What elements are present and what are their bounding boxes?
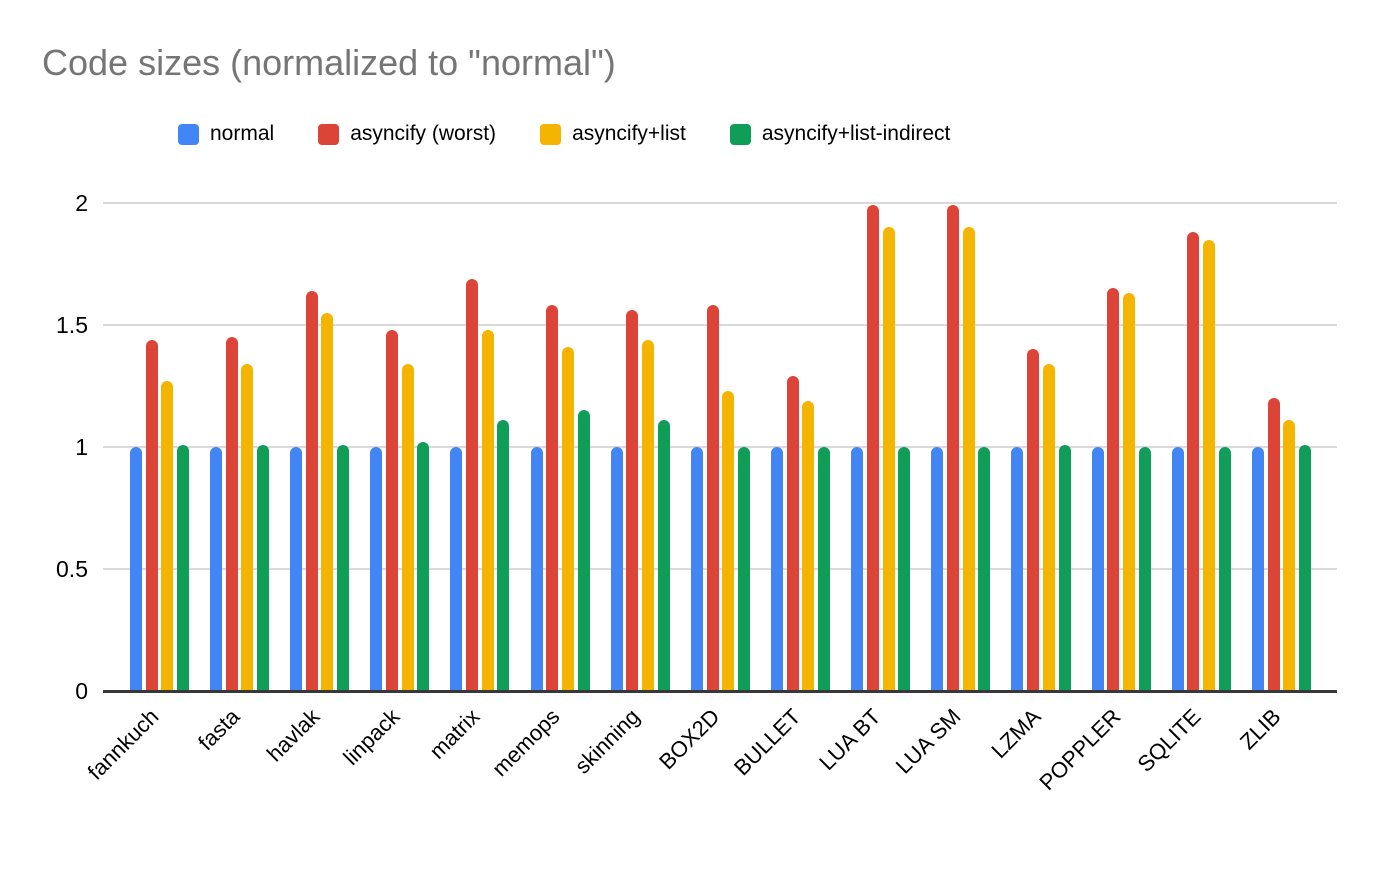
bar-normal-linpack <box>370 447 383 691</box>
bar-asyncify-list-indirect-lua-sm <box>978 447 991 691</box>
legend-label: asyncify+list-indirect <box>761 122 951 145</box>
legend-color-swatch <box>318 123 340 145</box>
bar-normal-memops <box>530 447 543 691</box>
bar-normal-box2d <box>690 447 703 691</box>
bar-asyncify-worst--memops <box>546 305 559 691</box>
bar-normal-poppler <box>1091 447 1104 691</box>
bar-asyncify-list-zlib <box>1283 420 1296 691</box>
bar-asyncify-list-memops <box>561 346 574 691</box>
x-axis-line <box>103 690 1337 693</box>
bar-asyncify-worst--linpack <box>385 329 398 691</box>
legend-color-swatch <box>729 123 751 145</box>
legend-label: asyncify (worst) <box>350 122 497 145</box>
bar-asyncify-worst--havlak <box>305 290 318 691</box>
bar-asyncify-list-skinning <box>642 339 655 691</box>
plot-area: 0 0.5 1 1.5 2 fannkuch fasta havlak linpack matri… <box>56 190 1337 795</box>
bar-asyncify-list-sqlite <box>1203 239 1216 691</box>
bar-asyncify-list-fannkuch <box>161 381 174 691</box>
bar-asyncify-list-poppler <box>1122 293 1135 691</box>
gridline-1.5 <box>103 324 1337 326</box>
bar-asyncify-worst--bullet <box>786 376 799 691</box>
bar-normal-zlib <box>1251 447 1264 691</box>
bar-normal-sqlite <box>1171 447 1184 691</box>
bar-asyncify-list-matrix <box>481 329 494 691</box>
bar-asyncify-list-lua-bt <box>882 227 895 691</box>
bar-asyncify-list-indirect-memops <box>577 410 590 691</box>
bar-asyncify-worst--fannkuch <box>145 339 158 691</box>
y-axis-tick-label: 0 <box>75 678 88 704</box>
bar-normal-fasta <box>209 447 222 691</box>
chart-title: Code sizes (normalized to "normal") <box>42 42 616 83</box>
legend-item-asyncify-worst-: asyncify (worst) <box>318 122 496 146</box>
bar-asyncify-worst--matrix <box>466 278 479 691</box>
bar-asyncify-list-indirect-bullet <box>818 447 831 691</box>
gridline-0.5 <box>103 568 1337 570</box>
bar-asyncify-list-bullet <box>802 400 815 691</box>
bar-asyncify-worst--sqlite <box>1187 232 1200 691</box>
legend-item-normal: normal <box>178 122 274 146</box>
bar-asyncify-list-indirect-skinning <box>657 420 670 691</box>
bar-asyncify-list-indirect-fasta <box>257 444 269 691</box>
gridline-1 <box>103 446 1337 448</box>
bar-asyncify-list-indirect-linpack <box>417 442 430 691</box>
bar-asyncify-list-indirect-fannkuch <box>176 444 189 691</box>
bar-asyncify-list-indirect-lua-bt <box>898 447 911 691</box>
bar-asyncify-list-lzma <box>1042 364 1055 691</box>
bar-asyncify-list-box2d <box>722 390 735 691</box>
bar-asyncify-worst--fasta <box>225 337 238 691</box>
bar-asyncify-list-fasta <box>241 364 254 691</box>
chart-legend: normal asyncify (worst) asyncify+list async… <box>178 122 950 146</box>
bar-asyncify-list-indirect-box2d <box>737 447 750 691</box>
bar-asyncify-list-indirect-lzma <box>1058 444 1071 691</box>
bar-asyncify-list-indirect-havlak <box>337 444 350 691</box>
legend-label: asyncify+list <box>572 122 686 145</box>
bar-asyncify-worst--skinning <box>626 310 639 691</box>
bar-asyncify-list-indirect-poppler <box>1138 447 1151 691</box>
bar-normal-lzma <box>1011 447 1024 691</box>
gridline-2 <box>103 202 1337 204</box>
bar-asyncify-worst--zlib <box>1267 398 1280 691</box>
legend-item-asyncify-list: asyncify+list <box>540 122 686 146</box>
y-axis-tick-label: 0.5 <box>56 556 88 582</box>
bar-asyncify-list-linpack <box>401 364 414 691</box>
bar-normal-lua-bt <box>851 447 864 691</box>
bar-normal-fannkuch <box>129 447 142 691</box>
bar-normal-havlak <box>290 447 303 691</box>
bar-asyncify-worst--box2d <box>706 305 719 691</box>
legend-item-asyncify-list-indirect: asyncify+list-indirect <box>729 122 951 146</box>
bar-asyncify-list-indirect-zlib <box>1298 444 1311 691</box>
bar-normal-matrix <box>450 447 463 691</box>
bar-asyncify-worst--poppler <box>1107 288 1120 691</box>
bar-asyncify-worst--lua-bt <box>866 205 879 691</box>
y-axis-tick-label: 1.5 <box>56 312 88 338</box>
y-axis-tick-label: 2 <box>75 190 88 216</box>
bar-normal-lua-sm <box>931 447 944 691</box>
bar-normal-bullet <box>771 447 784 691</box>
bar-asyncify-list-lua-sm <box>962 227 975 691</box>
bar-asyncify-list-indirect-matrix <box>497 420 510 691</box>
bar-asyncify-worst--lzma <box>1027 349 1040 691</box>
bar-asyncify-list-indirect-sqlite <box>1218 447 1231 691</box>
bar-asyncify-list-havlak <box>321 312 334 691</box>
legend-label: normal <box>210 122 275 145</box>
bar-asyncify-worst--lua-sm <box>947 205 959 691</box>
bar-normal-skinning <box>610 447 623 691</box>
legend-color-swatch <box>178 123 199 145</box>
legend-color-swatch <box>540 123 562 145</box>
y-axis-tick-label: 1 <box>75 434 88 460</box>
